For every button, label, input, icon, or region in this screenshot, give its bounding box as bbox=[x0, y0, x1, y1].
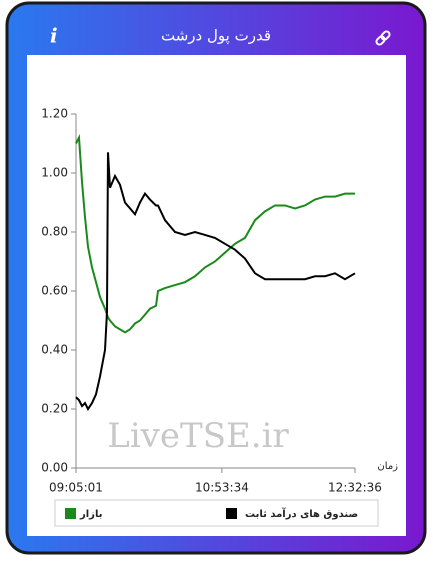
y-tick-label: 0.40 bbox=[41, 343, 68, 357]
panel bbox=[27, 55, 406, 536]
watermark: LiveTSE.ir bbox=[107, 416, 289, 456]
legend-swatch bbox=[65, 508, 76, 519]
y-tick-label: 1.20 bbox=[41, 107, 68, 121]
y-tick-label: 0.80 bbox=[41, 225, 68, 239]
title: قدرت پول درشت bbox=[161, 27, 271, 46]
x-tick-label: 09:05:01 bbox=[49, 481, 103, 495]
legend-label: صندوق های درآمد ثابت bbox=[245, 507, 358, 520]
x-tick-label: 12:32:36 bbox=[328, 481, 382, 495]
y-tick-label: 1.00 bbox=[41, 166, 68, 180]
series-line bbox=[75, 152, 356, 411]
x-tick-label: 10:53:34 bbox=[195, 481, 249, 495]
series-line bbox=[75, 133, 355, 334]
info-icon[interactable]: i bbox=[50, 24, 58, 48]
legend-label: بازار bbox=[79, 509, 102, 520]
y-tick-label: 0.00 bbox=[41, 461, 68, 475]
y-tick-label: 0.60 bbox=[41, 284, 68, 298]
legend-swatch bbox=[226, 508, 237, 519]
link-icon[interactable] bbox=[375, 30, 391, 46]
legend bbox=[54, 499, 379, 527]
x-axis-label: زمان bbox=[377, 461, 398, 472]
y-tick-label: 0.20 bbox=[41, 402, 68, 416]
